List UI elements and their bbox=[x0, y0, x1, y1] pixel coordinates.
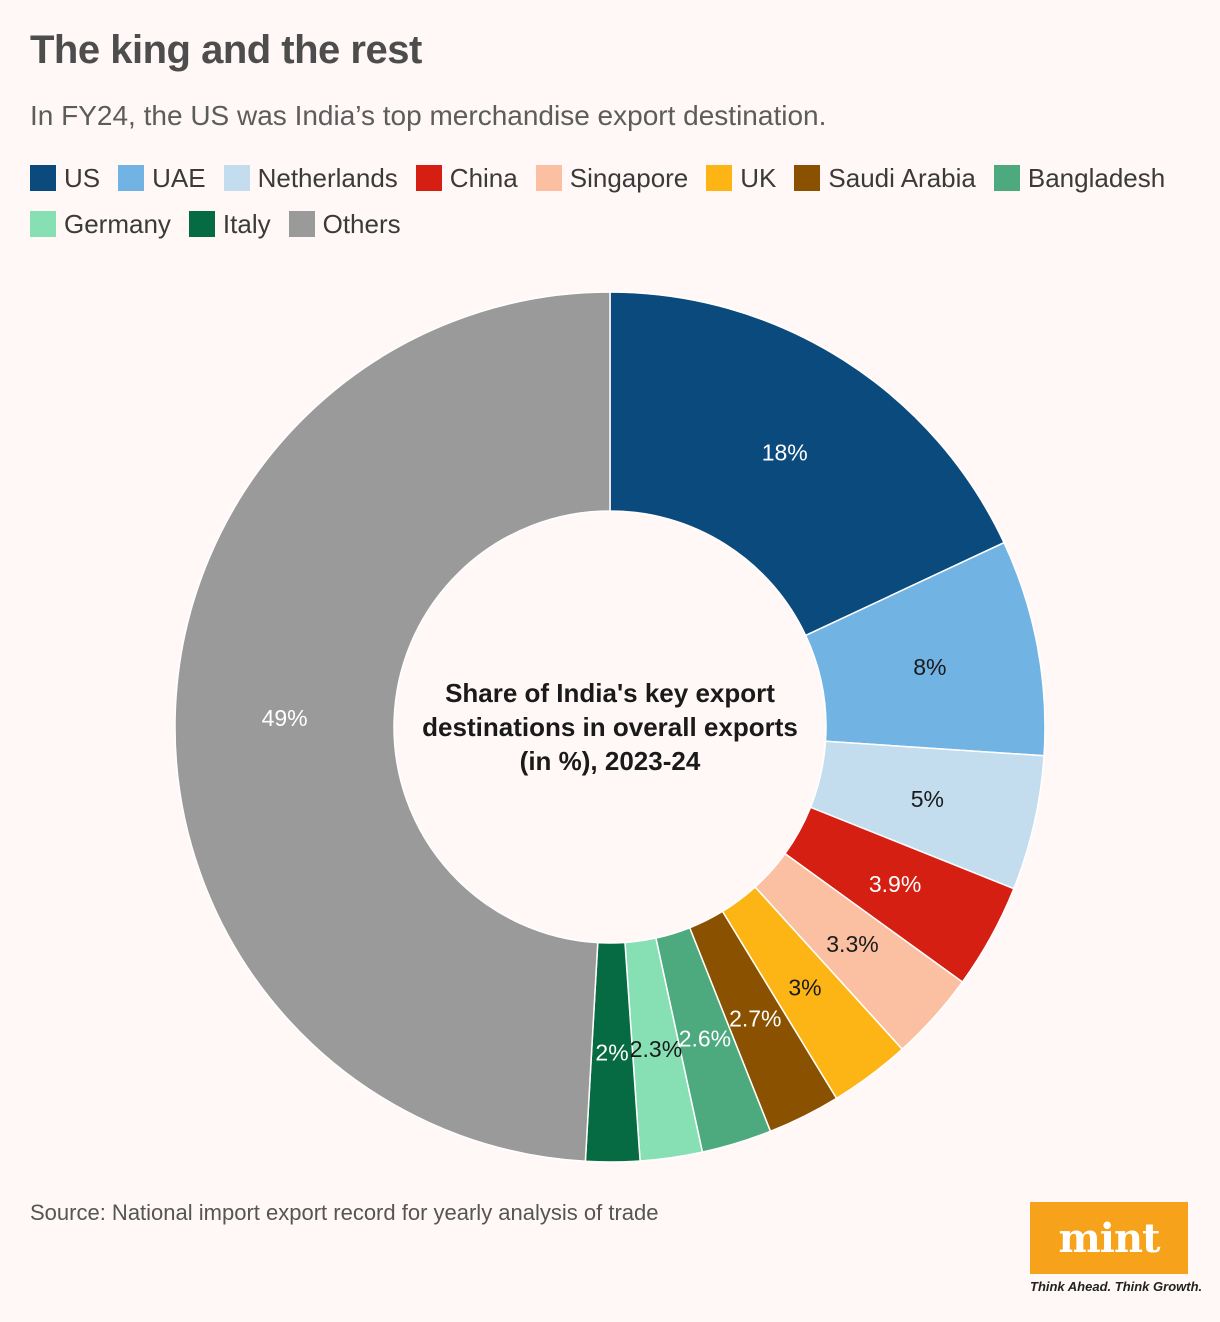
legend-swatch bbox=[30, 211, 56, 237]
donut-slices bbox=[174, 291, 1046, 1163]
slice-label-italy: 2% bbox=[595, 1039, 628, 1065]
legend-label: Germany bbox=[64, 208, 171, 239]
slice-label-us: 18% bbox=[762, 439, 808, 465]
slice-label-uae: 8% bbox=[913, 654, 946, 680]
legend-item-uk: UK bbox=[706, 163, 776, 193]
legend-swatch bbox=[223, 165, 250, 191]
slice-label-uk: 3% bbox=[788, 975, 821, 1001]
slice-label-germany: 2.3% bbox=[630, 1036, 682, 1062]
slice-us bbox=[609, 291, 1006, 637]
logo-tagline: Think Ahead. Think Growth. bbox=[1030, 1279, 1203, 1294]
slice-label-saudi-arabia: 2.7% bbox=[729, 1005, 781, 1031]
legend-label: US bbox=[64, 162, 101, 193]
legend-swatch bbox=[30, 165, 56, 191]
slice-label-netherlands: 5% bbox=[911, 786, 944, 812]
legend-swatch bbox=[535, 165, 562, 191]
slice-label-singapore: 3.3% bbox=[826, 931, 878, 957]
legend-swatch bbox=[288, 211, 315, 237]
legend-swatch bbox=[415, 165, 442, 191]
legend-swatch bbox=[118, 165, 145, 191]
legend-label: UAE bbox=[152, 162, 206, 193]
slice-label-china: 3.9% bbox=[869, 871, 921, 897]
slice-others bbox=[174, 291, 611, 1163]
legend-swatch bbox=[993, 165, 1020, 191]
legend-item-italy: Italy bbox=[188, 208, 271, 239]
logo-text: mint bbox=[1058, 1214, 1160, 1262]
source-note: Source: National import export record fo… bbox=[30, 1200, 659, 1225]
chart-title: The king and the rest bbox=[30, 28, 422, 72]
legend-label: Italy bbox=[222, 208, 271, 239]
legend-item-uae: UAE bbox=[118, 162, 206, 193]
legend-item-germany: Germany bbox=[30, 209, 171, 239]
legend-label: Singapore bbox=[569, 162, 689, 193]
slice-label-others: 49% bbox=[262, 705, 308, 731]
slice-label-bangladesh: 2.6% bbox=[679, 1025, 731, 1051]
legend-label: Saudi Arabia bbox=[828, 162, 976, 193]
legend-label: UK bbox=[740, 162, 777, 193]
mint-logo: mint bbox=[1030, 1202, 1188, 1274]
center-label-line: (in %), 2023-24 bbox=[520, 746, 701, 776]
legend-swatch bbox=[188, 211, 215, 237]
legend-item-others: Others bbox=[288, 208, 401, 239]
legend-label: China bbox=[449, 162, 518, 193]
legend-item-bangladesh: Bangladesh bbox=[993, 162, 1166, 193]
legend: US UAE Netherlands China Singapore UK Saudi Ar… bbox=[30, 163, 1200, 239]
center-label: Share of India's key export destinations … bbox=[422, 678, 798, 776]
center-label-line: Share of India's key export bbox=[445, 678, 775, 708]
donut-value-labels: 18% 8% 5% 3.9% 3.3%3% 2.7%2.6%2.3%2% 49% bbox=[262, 439, 947, 1065]
legend-item-netherlands: Netherlands bbox=[223, 162, 398, 193]
legend-label: Others bbox=[322, 208, 401, 239]
center-label-line: destinations in overall exports bbox=[422, 712, 798, 742]
chart-subtitle: In FY24, the US was India’s top merchand… bbox=[30, 100, 827, 131]
legend-label: Bangladesh bbox=[1027, 162, 1166, 193]
legend-swatch bbox=[794, 165, 821, 191]
legend-item-us: US bbox=[30, 163, 100, 193]
legend-label: Netherlands bbox=[257, 162, 398, 193]
legend-item-saudi-arabia: Saudi Arabia bbox=[794, 162, 976, 193]
legend-swatch bbox=[706, 165, 733, 191]
legend-item-singapore: Singapore bbox=[535, 162, 689, 193]
legend-item-china: China bbox=[415, 162, 518, 193]
